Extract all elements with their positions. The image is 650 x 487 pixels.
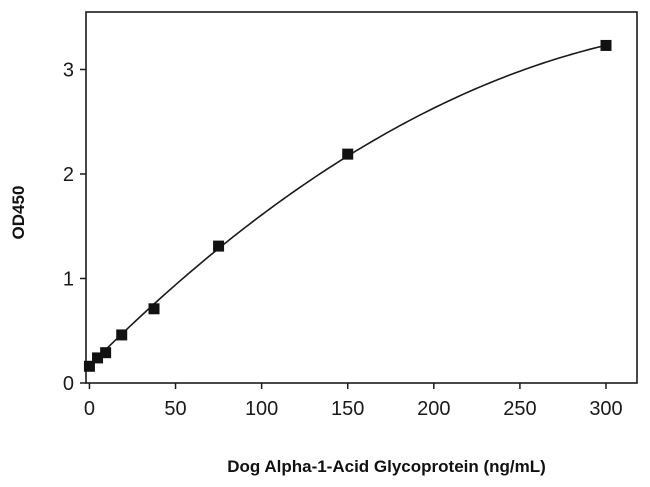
- data-point: [83, 360, 95, 372]
- y-tick-label: 2: [63, 164, 74, 186]
- data-point: [116, 329, 128, 341]
- data-point: [100, 347, 112, 359]
- plot-frame: [85, 11, 638, 384]
- data-point: [148, 303, 160, 315]
- fit-curve: [88, 44, 607, 367]
- x-tick-label: 50: [164, 398, 186, 420]
- data-points: [83, 39, 612, 372]
- data-point: [342, 148, 354, 160]
- x-tick-label: 150: [331, 398, 364, 420]
- x-axis-title: Dog Alpha-1-Acid Glycoprotein (ng/mL): [227, 457, 546, 476]
- y-axis-title: OD450: [9, 186, 28, 240]
- x-tick-label: 300: [589, 398, 622, 420]
- y-axis-ticks: 0 1 2 3: [63, 59, 86, 395]
- y-tick-label: 3: [63, 59, 74, 81]
- x-tick-label: 250: [503, 398, 536, 420]
- data-point: [213, 240, 225, 252]
- data-point: [92, 352, 104, 364]
- x-axis-ticks: 0 50 100 150 200 250 300: [84, 383, 623, 420]
- data-point: [600, 39, 612, 51]
- x-tick-label: 0: [84, 398, 95, 420]
- x-tick-label: 100: [245, 398, 278, 420]
- x-tick-label: 200: [417, 398, 450, 420]
- y-tick-label: 0: [63, 373, 74, 395]
- y-tick-label: 1: [63, 268, 74, 290]
